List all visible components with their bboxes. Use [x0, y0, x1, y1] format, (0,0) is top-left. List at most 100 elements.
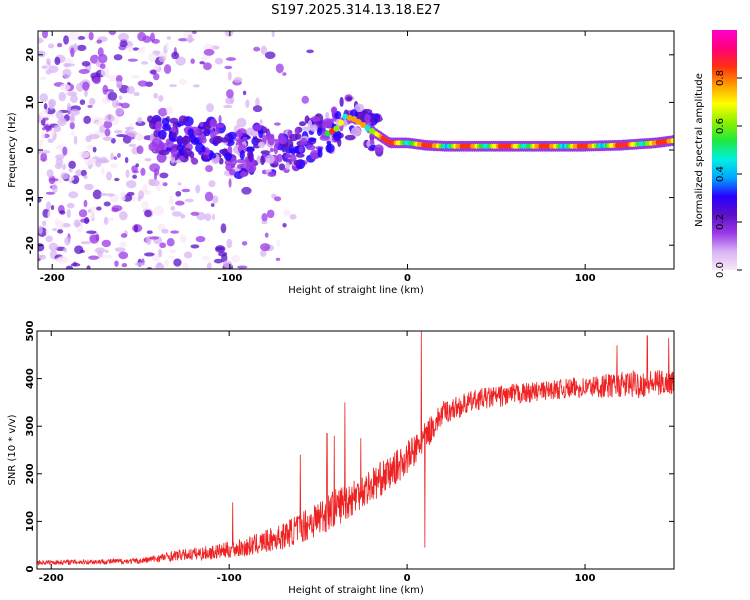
noise-blob	[133, 224, 139, 233]
colorbar-gradient	[712, 30, 737, 270]
noise-blob	[114, 247, 126, 252]
noise-blob	[45, 191, 56, 195]
noise-blob	[124, 156, 129, 164]
noise-blob	[59, 210, 66, 215]
noise-blob	[70, 94, 78, 104]
noise-blob	[38, 257, 41, 262]
signal-blob	[235, 130, 243, 138]
noise-blob	[191, 31, 197, 34]
noise-blob	[127, 58, 139, 62]
noise-blob	[113, 54, 123, 61]
noise-blob	[96, 206, 102, 211]
noise-blob	[206, 103, 214, 113]
noise-blob	[266, 209, 275, 219]
noise-blob	[153, 64, 160, 71]
signal-blob	[201, 145, 206, 153]
noise-blob	[38, 197, 42, 203]
signal-blob	[209, 118, 218, 128]
noise-blob	[40, 254, 46, 260]
noise-blob	[68, 160, 76, 170]
noise-blob	[159, 172, 169, 179]
noise-blob	[151, 38, 160, 44]
noise-blob	[159, 242, 167, 249]
signal-blob	[166, 140, 174, 149]
noise-blob	[171, 51, 180, 60]
noise-blob	[70, 47, 75, 58]
y-tick-label: 10	[25, 95, 36, 109]
noise-blob	[40, 76, 47, 81]
noise-blob	[166, 238, 175, 247]
noise-blob	[53, 124, 62, 133]
noise-blob	[111, 205, 123, 212]
y-tick-label: 0	[25, 146, 36, 153]
noise-blob	[89, 206, 99, 211]
signal-blob	[240, 171, 248, 178]
spectrogram-y-ticks: -20 -10 0 10 20	[25, 48, 674, 254]
signal-blob	[209, 128, 215, 139]
noise-blob	[143, 190, 152, 196]
signal-blob	[187, 128, 194, 137]
noise-blob	[66, 208, 71, 219]
signal-blob	[161, 134, 166, 140]
noise-blob	[41, 65, 48, 69]
noise-blob	[242, 90, 247, 96]
signal-blob	[284, 153, 293, 159]
noise-blob	[110, 152, 114, 161]
noise-blob	[56, 42, 63, 48]
signal-blob	[289, 133, 299, 142]
signal-blob	[155, 121, 163, 129]
noise-blob	[75, 169, 82, 177]
noise-blob	[222, 260, 233, 268]
noise-blob	[260, 250, 267, 257]
snr-y-label: SNR (10 * v/v)	[7, 414, 18, 485]
noise-blob	[58, 91, 67, 102]
noise-blob	[153, 73, 160, 81]
noise-blob	[169, 84, 177, 88]
noise-blob	[236, 117, 247, 128]
signal-blob	[182, 147, 192, 157]
signal-blob	[334, 110, 342, 120]
noise-blob	[43, 117, 49, 121]
noise-blob	[100, 192, 108, 197]
noise-blob	[134, 262, 145, 267]
noise-blob	[204, 191, 214, 202]
signal-blob	[162, 123, 171, 131]
signal-blob	[260, 155, 265, 166]
noise-blob	[95, 233, 100, 242]
signal-blob	[326, 142, 332, 153]
signal-blob	[369, 138, 375, 146]
noise-blob	[158, 55, 166, 63]
signal-blob	[257, 141, 266, 148]
noise-blob	[190, 244, 200, 249]
noise-blob	[48, 242, 59, 251]
noise-blob	[175, 190, 182, 197]
noise-blob	[45, 228, 50, 236]
x-tick-label: 0	[404, 573, 411, 584]
x-tick-label: 0	[404, 273, 411, 284]
signal-blob	[254, 138, 263, 143]
noise-blob	[62, 163, 66, 171]
noise-blob	[116, 134, 127, 138]
signal-blob	[260, 150, 271, 155]
noise-blob	[39, 93, 48, 103]
noise-blob	[117, 153, 121, 158]
noise-blob	[125, 180, 137, 189]
noise-blob	[179, 233, 187, 244]
noise-blob	[252, 105, 263, 113]
noise-blob	[38, 139, 44, 147]
noise-blob	[81, 60, 91, 67]
noise-blob	[146, 230, 153, 234]
signal-blob	[311, 115, 321, 122]
noise-blob	[201, 255, 210, 261]
colorbar-ticks: 0.0 0.2 0.4 0.6 0.8	[715, 70, 742, 278]
noise-blob	[255, 97, 260, 108]
noise-blob	[218, 115, 222, 124]
noise-blob	[84, 89, 88, 98]
noise-blob	[152, 254, 160, 262]
noise-blob	[212, 213, 216, 221]
noise-blob	[52, 228, 57, 232]
noise-blob	[155, 263, 165, 269]
noise-blob	[140, 167, 146, 176]
noise-blob	[45, 114, 54, 119]
y-tick-label: 400	[25, 368, 36, 389]
